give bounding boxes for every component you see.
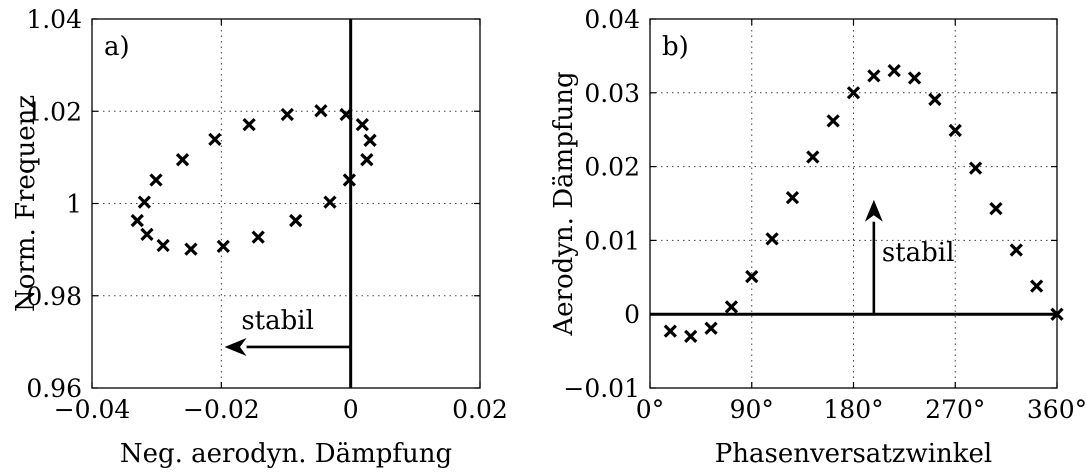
annotation-arrow-head-b — [864, 199, 883, 222]
data-point-a — [280, 107, 294, 122]
data-point-a — [140, 227, 154, 242]
y-tick-label-b: 0.04 — [584, 5, 640, 34]
data-point-a — [339, 107, 353, 122]
data-point-b — [1030, 279, 1044, 293]
data-point-b — [989, 202, 1003, 216]
data-points-a — [130, 104, 377, 256]
x-tick-label-b: 180° — [823, 395, 883, 424]
y-axis-title-a: Norm. Frequenz — [11, 95, 41, 312]
y-tick-label-a: 0.96 — [26, 374, 82, 403]
x-tick-label-b: 90° — [730, 395, 774, 424]
data-point-b — [704, 321, 718, 335]
annotation-b: stabil — [864, 199, 955, 315]
x-axis-title-b: Phasenversatzwinkel — [715, 439, 992, 469]
x-tick-label-a: 0.02 — [452, 395, 508, 424]
y-tick-label-a: 1.02 — [26, 97, 82, 126]
data-point-b — [1009, 243, 1023, 257]
y-tick-label-a: 1.04 — [26, 5, 82, 34]
data-point-b — [745, 269, 759, 284]
data-point-a — [208, 132, 222, 147]
data-point-a — [137, 195, 152, 209]
x-tick-label-b: 0° — [636, 395, 664, 424]
y-tick-label-a: 1 — [66, 190, 82, 219]
data-point-a — [355, 117, 369, 132]
data-point-b — [663, 324, 677, 338]
y-tick-label-b: 0.01 — [584, 226, 640, 255]
x-tick-label-a: 0 — [343, 395, 359, 424]
data-point-a — [175, 153, 190, 167]
data-point-a — [251, 230, 265, 244]
data-point-b — [684, 329, 698, 343]
data-point-b — [785, 190, 800, 205]
chart-panel-a: stabil −0.04 −0.02 0 0.020.960.9811.021.04 … — [11, 5, 508, 469]
data-point-b — [948, 123, 962, 138]
y-tick-label-b: −0.01 — [563, 374, 640, 403]
axis-ticks-b: 0° 90° 180° 270° 360° −0.01 0 0.01 0.02 0.03 0.04 — [563, 5, 1087, 424]
x-tick-label-b: 360° — [1027, 395, 1087, 424]
data-point-a — [216, 239, 230, 254]
data-point-a — [156, 238, 170, 253]
data-point-b — [907, 71, 922, 85]
data-point-a — [314, 104, 328, 118]
data-point-a — [184, 242, 198, 256]
y-axis-title-b: Aerodyn. Dämpfung — [549, 71, 579, 336]
x-tick-label-b: 270° — [925, 395, 985, 424]
data-point-b — [806, 150, 820, 164]
annotation-text-stabil-b: stabil — [882, 238, 955, 268]
data-point-a — [323, 195, 337, 209]
axis-ticks-a: −0.04 −0.02 0 0.02 0.96 0.98 1 1.02 1.04 — [26, 5, 508, 424]
data-point-b — [968, 161, 983, 175]
data-point-b — [765, 232, 779, 246]
data-point-a — [363, 133, 377, 147]
data-point-b — [867, 69, 881, 83]
data-point-a — [289, 213, 303, 228]
data-point-b — [724, 300, 739, 314]
x-tick-label-a: −0.04 — [54, 395, 131, 424]
data-point-b — [846, 86, 861, 100]
data-point-a — [360, 153, 374, 167]
data-point-b — [826, 114, 840, 128]
data-points-b — [663, 64, 1064, 343]
y-tick-label-b: 0.03 — [584, 79, 640, 108]
data-point-a — [242, 117, 256, 132]
data-point-a — [130, 213, 144, 228]
panel-label-b: b) — [662, 32, 689, 62]
data-point-b — [887, 64, 901, 78]
annotation-arrow-head-a — [224, 337, 247, 356]
data-point-a — [149, 173, 163, 187]
panel-label-a: a) — [104, 32, 130, 62]
x-axis-title-a: Neg. aerodyn. Dämpfung — [120, 439, 452, 469]
grid-b — [650, 19, 1057, 388]
data-point-a — [342, 173, 357, 187]
data-point-b — [928, 92, 942, 107]
x-tick-label-a: −0.02 — [183, 395, 260, 424]
y-tick-label-a: 0.98 — [26, 282, 82, 311]
y-tick-label-b: 0 — [624, 300, 640, 329]
chart-panel-b: stabil 0° 90° 180° 270° 360° −0.01 0 0.01 0.02 0.… — [549, 5, 1087, 469]
annotation-text-stabil-a: stabil — [241, 306, 314, 336]
y-tick-label-b: 0.02 — [584, 153, 640, 182]
annotation-a: stabil — [224, 306, 351, 356]
